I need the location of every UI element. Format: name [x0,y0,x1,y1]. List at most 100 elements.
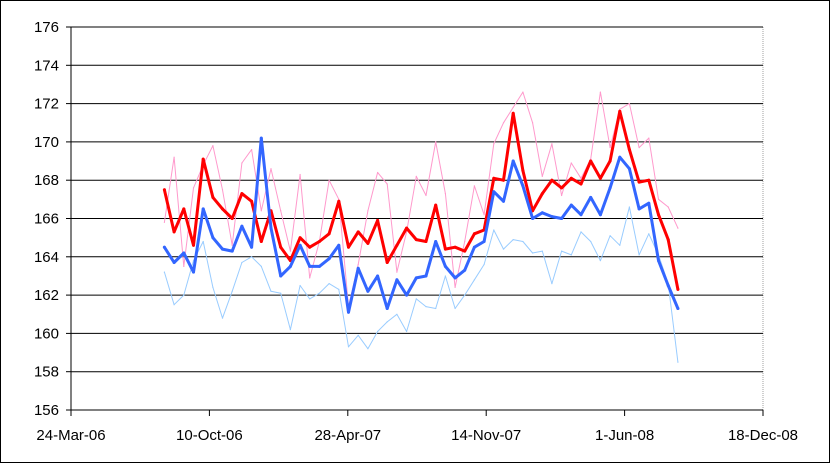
data-point [309,298,311,300]
data-point [192,243,195,247]
data-point [377,171,379,174]
data-point [241,162,243,164]
data-point [590,158,592,160]
data-point [260,210,262,212]
data-point [492,176,496,180]
data-point [377,330,379,333]
data-point [540,192,544,196]
series-line [163,91,679,308]
data-point [230,249,234,253]
data-point [347,245,350,249]
data-point [173,304,175,306]
data-point [453,245,457,249]
series-1 [163,206,679,363]
data-point [570,254,572,256]
y-tick-label: 162 [34,287,59,304]
data-point [357,263,359,266]
data-point [221,247,224,251]
data-point [551,283,553,285]
data-point [676,287,680,291]
data-point [289,250,291,252]
data-point [367,348,369,350]
data-point [579,213,583,217]
data-point [172,230,176,234]
data-point [163,221,165,223]
data-point [230,217,234,220]
data-point [356,266,360,270]
data-point [560,186,564,190]
data-point [424,274,428,278]
data-point [241,261,243,264]
data-point [327,257,331,261]
data-point [299,284,301,287]
data-point [347,346,350,348]
data-point [443,264,447,268]
data-point [608,186,612,190]
data-point [657,198,660,200]
data-point [251,256,253,258]
data-point [598,176,602,180]
data-point [590,240,592,243]
y-tick-labels: 156 158 160 162 164 166 168 170 172 174 176 [34,19,59,419]
y-tick-label: 170 [34,134,59,151]
data-point [589,195,593,199]
data-point [677,227,679,229]
data-point [317,240,321,243]
data-point [405,293,409,297]
data-point [162,245,166,249]
data-point [288,264,292,268]
x-tick-label: 24-Mar-06 [36,427,105,444]
data-point [493,143,495,145]
data-point [182,207,186,211]
y-tick-label: 172 [34,96,59,113]
data-point [318,292,320,294]
data-point [454,307,456,310]
data-point [260,265,262,267]
data-point [521,169,525,173]
data-point [414,238,418,242]
data-point [647,201,651,205]
data-point [502,248,505,250]
data-point [482,240,486,243]
data-point [395,278,399,282]
data-point [172,261,176,264]
data-point [502,199,505,203]
data-point [619,244,621,246]
data-point [522,240,524,243]
data-point [619,108,621,110]
data-point [425,194,427,197]
data-point [424,240,428,243]
data-point [532,252,534,254]
data-point [512,106,514,108]
data-point [666,284,670,287]
data-point [376,218,380,222]
x-tick-label: 14-Nov-07 [451,427,521,444]
data-point [435,141,437,143]
data-point [666,238,670,242]
y-tick-label: 174 [34,57,59,74]
data-point [279,245,283,249]
data-point [337,243,341,247]
data-point [463,268,467,272]
data-series [162,91,680,363]
data-point [221,189,224,191]
data-point [221,317,224,319]
series-line [163,206,679,363]
data-point [250,199,254,203]
data-point [221,207,224,211]
series-3 [162,136,680,314]
data-point [570,162,572,164]
data-point [511,159,515,163]
y-tick-label: 176 [34,19,59,36]
data-point [434,240,438,243]
data-point [628,206,631,208]
data-point [493,229,495,231]
data-point [270,290,272,292]
x-tick-label: 10-Oct-06 [176,427,243,444]
data-point [328,283,330,285]
data-point [472,245,476,249]
data-point [560,217,564,220]
data-point [676,307,680,310]
data-point [173,156,175,158]
